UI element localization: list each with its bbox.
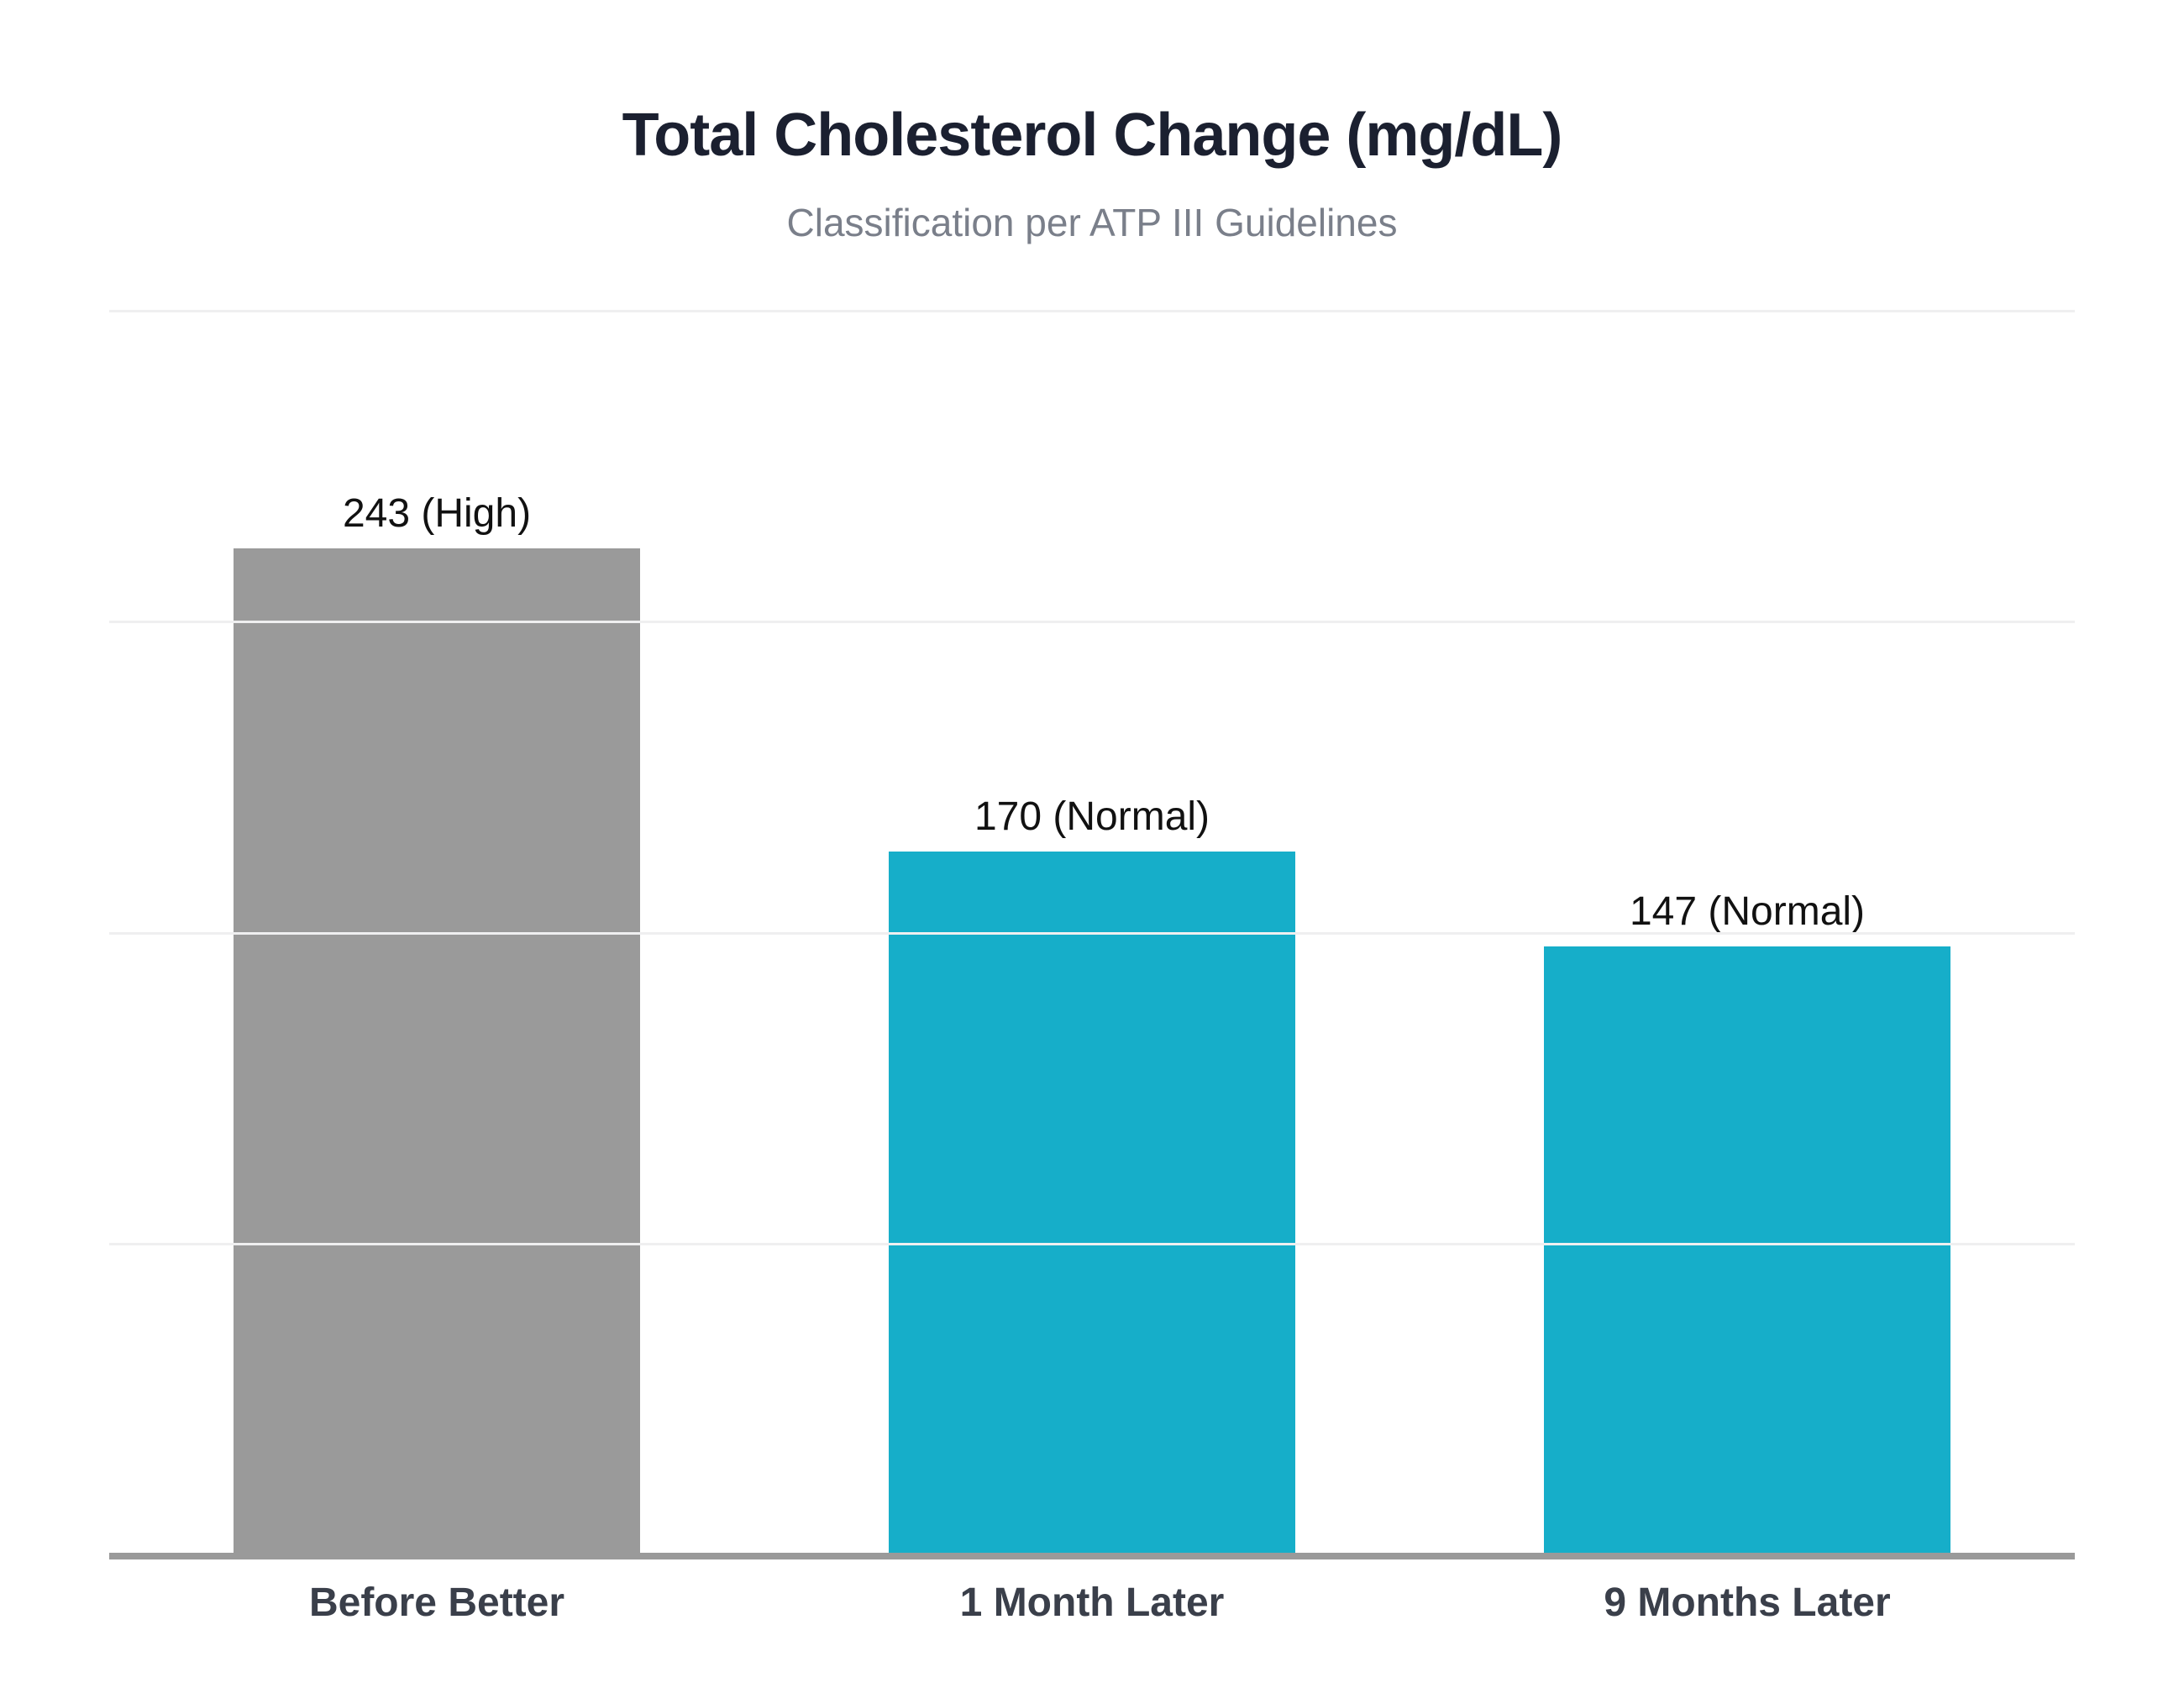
bar-value-label: 170 (Normal) (974, 794, 1210, 840)
x-axis-baseline (109, 1553, 2075, 1559)
bar (234, 548, 640, 1556)
plot-area: 243 (High) 170 (Normal) 147 (Normal) (109, 312, 2075, 1556)
x-axis-labels: Before Better1 Month Later9 Months Later (109, 1580, 2075, 1626)
chart-title: Total Cholesterol Change (mg/dL) (109, 101, 2075, 170)
bar-column: 147 (Normal) (1420, 312, 2075, 1556)
gridline (109, 932, 2075, 935)
gridline (109, 310, 2075, 312)
bar-value-label: 147 (Normal) (1630, 888, 1865, 935)
x-axis-label: 9 Months Later (1420, 1580, 2075, 1626)
gridline (109, 1243, 2075, 1245)
bar-column: 243 (High) (109, 312, 764, 1556)
bar-column: 170 (Normal) (764, 312, 1420, 1556)
bar-value-label: 243 (High) (343, 490, 531, 537)
bar (889, 852, 1295, 1556)
x-axis-label: Before Better (109, 1580, 764, 1626)
x-axis-label: 1 Month Later (764, 1580, 1420, 1626)
bars-row: 243 (High) 170 (Normal) 147 (Normal) (109, 312, 2075, 1556)
bar (1544, 946, 1950, 1556)
chart-subtitle: Classification per ATP III Guidelines (109, 200, 2075, 245)
gridline (109, 621, 2075, 623)
chart-container: Total Cholesterol Change (mg/dL) Classif… (0, 0, 2184, 1693)
